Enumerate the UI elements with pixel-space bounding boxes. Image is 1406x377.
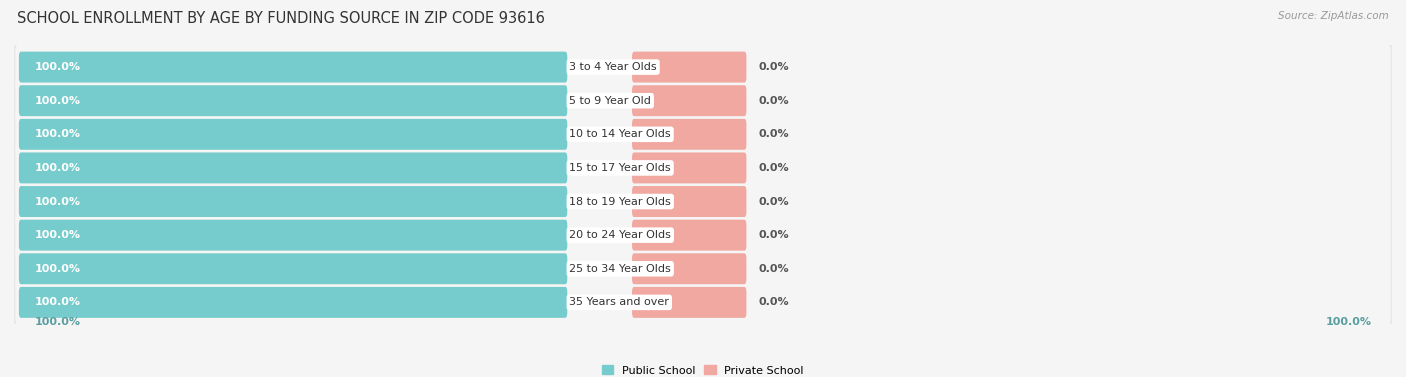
FancyBboxPatch shape	[633, 287, 747, 318]
Text: 0.0%: 0.0%	[758, 129, 789, 139]
Text: 10 to 14 Year Olds: 10 to 14 Year Olds	[569, 129, 671, 139]
FancyBboxPatch shape	[633, 119, 747, 150]
Text: 100.0%: 100.0%	[35, 96, 80, 106]
Text: 18 to 19 Year Olds: 18 to 19 Year Olds	[569, 196, 671, 207]
FancyBboxPatch shape	[15, 44, 1391, 90]
Text: 100.0%: 100.0%	[1326, 317, 1371, 327]
FancyBboxPatch shape	[18, 287, 567, 318]
Text: 5 to 9 Year Old: 5 to 9 Year Old	[569, 96, 651, 106]
FancyBboxPatch shape	[18, 253, 567, 284]
Text: 0.0%: 0.0%	[758, 163, 789, 173]
Text: 0.0%: 0.0%	[758, 96, 789, 106]
Text: 100.0%: 100.0%	[35, 129, 80, 139]
Text: 100.0%: 100.0%	[35, 163, 80, 173]
Text: 25 to 34 Year Olds: 25 to 34 Year Olds	[569, 264, 671, 274]
FancyBboxPatch shape	[15, 112, 1391, 157]
Text: 100.0%: 100.0%	[35, 230, 80, 240]
FancyBboxPatch shape	[15, 179, 1391, 224]
FancyBboxPatch shape	[15, 146, 1391, 190]
Text: SCHOOL ENROLLMENT BY AGE BY FUNDING SOURCE IN ZIP CODE 93616: SCHOOL ENROLLMENT BY AGE BY FUNDING SOUR…	[17, 11, 544, 26]
Text: 0.0%: 0.0%	[758, 264, 789, 274]
FancyBboxPatch shape	[15, 78, 1391, 123]
Text: Source: ZipAtlas.com: Source: ZipAtlas.com	[1278, 11, 1389, 21]
Text: 0.0%: 0.0%	[758, 297, 789, 307]
Text: 3 to 4 Year Olds: 3 to 4 Year Olds	[569, 62, 657, 72]
FancyBboxPatch shape	[10, 107, 1396, 162]
FancyBboxPatch shape	[633, 186, 747, 217]
FancyBboxPatch shape	[10, 275, 1396, 330]
Text: 100.0%: 100.0%	[35, 317, 80, 327]
FancyBboxPatch shape	[18, 52, 567, 83]
Text: 100.0%: 100.0%	[35, 297, 80, 307]
FancyBboxPatch shape	[10, 40, 1396, 95]
FancyBboxPatch shape	[10, 208, 1396, 263]
FancyBboxPatch shape	[633, 52, 747, 83]
FancyBboxPatch shape	[18, 220, 567, 251]
FancyBboxPatch shape	[15, 246, 1391, 291]
Text: 35 Years and over: 35 Years and over	[569, 297, 669, 307]
FancyBboxPatch shape	[10, 140, 1396, 196]
FancyBboxPatch shape	[15, 213, 1391, 257]
Text: 100.0%: 100.0%	[35, 196, 80, 207]
FancyBboxPatch shape	[15, 280, 1391, 325]
Text: 20 to 24 Year Olds: 20 to 24 Year Olds	[569, 230, 671, 240]
Text: 0.0%: 0.0%	[758, 62, 789, 72]
FancyBboxPatch shape	[633, 253, 747, 284]
FancyBboxPatch shape	[633, 152, 747, 183]
Text: 0.0%: 0.0%	[758, 196, 789, 207]
FancyBboxPatch shape	[10, 241, 1396, 296]
Text: 15 to 17 Year Olds: 15 to 17 Year Olds	[569, 163, 671, 173]
Text: 0.0%: 0.0%	[758, 230, 789, 240]
FancyBboxPatch shape	[18, 186, 567, 217]
FancyBboxPatch shape	[10, 174, 1396, 229]
FancyBboxPatch shape	[633, 220, 747, 251]
FancyBboxPatch shape	[18, 152, 567, 183]
FancyBboxPatch shape	[633, 85, 747, 116]
Legend: Public School, Private School: Public School, Private School	[598, 361, 808, 377]
Text: 100.0%: 100.0%	[35, 264, 80, 274]
FancyBboxPatch shape	[18, 85, 567, 116]
Text: 100.0%: 100.0%	[35, 62, 80, 72]
FancyBboxPatch shape	[10, 73, 1396, 128]
FancyBboxPatch shape	[18, 119, 567, 150]
